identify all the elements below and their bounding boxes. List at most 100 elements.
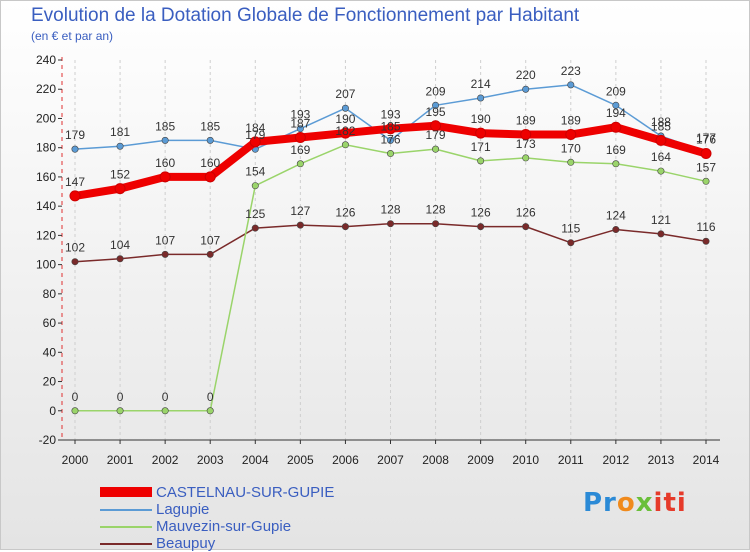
x-tick-label: 2001 [107, 453, 134, 467]
legend-label: Beaupuy [156, 535, 216, 552]
data-point [204, 171, 216, 183]
data-label: 164 [651, 150, 671, 164]
data-point [161, 407, 169, 415]
x-tick-label: 2006 [332, 453, 359, 467]
data-point [520, 129, 532, 141]
data-label: 107 [155, 233, 175, 247]
data-label: 125 [245, 207, 265, 221]
data-label: 126 [335, 206, 355, 220]
data-label: 126 [471, 206, 491, 220]
data-label: 104 [110, 238, 130, 252]
data-label: 0 [207, 390, 214, 404]
data-point [206, 407, 214, 415]
data-label: 193 [290, 108, 310, 122]
data-point [385, 123, 396, 135]
data-point [612, 101, 620, 109]
data-labels: 102 104 107 107 125 127 126 128 128 126 126 115 124 1… [65, 64, 716, 404]
data-point [339, 127, 351, 139]
y-tick-label: 140 [36, 199, 56, 213]
data-point [522, 154, 530, 162]
x-tick-label: 2014 [693, 453, 720, 467]
x-tick-label: 2000 [62, 453, 89, 467]
y-tick-label: 160 [36, 170, 56, 184]
y-tick-label: -20 [39, 433, 57, 447]
data-label: 160 [155, 156, 175, 170]
data-label: 184 [245, 121, 265, 135]
y-tick-label: 60 [43, 316, 57, 330]
data-label: 209 [426, 84, 446, 98]
data-label: 124 [606, 209, 626, 223]
y-tick-label: 80 [43, 287, 57, 301]
data-label: 190 [471, 112, 491, 126]
data-point [294, 131, 306, 143]
y-tick-label: 0 [49, 404, 56, 418]
data-label: 157 [696, 160, 716, 174]
data-label: 187 [290, 116, 310, 130]
legend-swatch [100, 487, 152, 497]
data-point [655, 134, 667, 146]
x-tick-label: 2013 [648, 453, 675, 467]
data-point [69, 190, 81, 202]
data-point [702, 237, 710, 245]
legend-swatch [100, 509, 152, 511]
chart-subtitle: (en € et par an) [31, 29, 114, 43]
data-point [386, 136, 394, 144]
data-point [700, 148, 712, 160]
data-label: 194 [606, 106, 626, 120]
x-tick-label: 2003 [197, 453, 224, 467]
data-label: 169 [606, 143, 626, 157]
data-point [430, 120, 442, 132]
data-point [612, 160, 620, 168]
data-label: 209 [606, 84, 626, 98]
data-label: 0 [162, 390, 169, 404]
data-label: 220 [516, 68, 536, 82]
data-label: 185 [651, 119, 671, 133]
data-label: 188 [651, 115, 671, 129]
data-label: 126 [516, 206, 536, 220]
x-tick-label: 2002 [152, 453, 179, 467]
data-point [71, 407, 79, 415]
data-label: 127 [290, 204, 310, 218]
data-point [296, 125, 304, 133]
data-point [251, 224, 259, 232]
data-label: 185 [380, 119, 400, 133]
data-label: 179 [245, 128, 265, 142]
data-point [657, 167, 665, 175]
data-point [475, 127, 487, 139]
logo-part: x [635, 488, 654, 518]
proxiti-logo: Proxiti [583, 488, 687, 518]
data-point [567, 239, 575, 247]
logo-part: Pr [583, 488, 617, 518]
data-point [477, 157, 485, 165]
data-label: 176 [696, 133, 716, 147]
data-point [114, 183, 126, 195]
data-point [702, 177, 710, 185]
data-label: 214 [471, 77, 491, 91]
data-label: 169 [290, 143, 310, 157]
legend-label: Mauvezin-sur-Gupie [156, 518, 292, 535]
data-label: 128 [426, 203, 446, 217]
logo-part: iti [653, 488, 687, 518]
data-label: 173 [516, 137, 536, 151]
data-point [296, 160, 304, 168]
data-point [612, 226, 620, 234]
legend-swatch [100, 543, 152, 545]
data-point [251, 182, 259, 190]
data-label: 190 [335, 112, 355, 126]
data-point [477, 223, 485, 231]
y-tick-label: 40 [43, 345, 57, 359]
x-tick-label: 2012 [603, 453, 630, 467]
data-label: 189 [516, 114, 536, 128]
y-tick-label: 240 [36, 53, 56, 67]
legend-swatch [100, 526, 152, 528]
y-tick-label: 200 [36, 111, 56, 125]
data-point [432, 145, 440, 153]
data-label: 193 [380, 108, 400, 122]
data-point [522, 223, 530, 231]
data-label: 170 [561, 141, 581, 155]
data-label: 160 [200, 156, 220, 170]
data-point [341, 104, 349, 112]
data-label: 0 [72, 390, 79, 404]
legend-label: Lagupie [156, 501, 210, 518]
x-tick-label: 2005 [287, 453, 314, 467]
